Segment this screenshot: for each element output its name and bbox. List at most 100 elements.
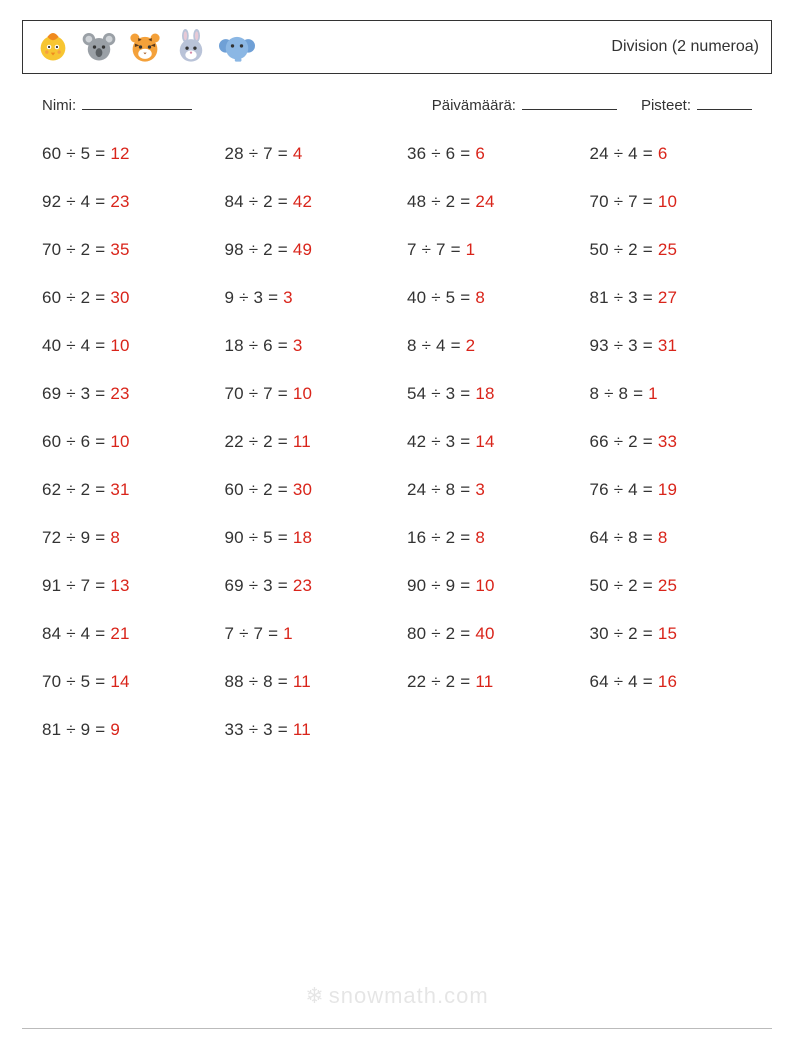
problems-grid: 60 ÷ 5 = 12 28 ÷ 7 = 4 36 ÷ 6 = 6 24 ÷ 4 = … xyxy=(42,144,760,740)
problem-cell: 8 ÷ 8 = 1 xyxy=(590,384,761,404)
answer: 23 xyxy=(110,192,129,211)
date-field: Päivämäärä: xyxy=(432,96,617,114)
problem-cell: 69 ÷ 3 = 23 xyxy=(225,576,396,596)
answer: 1 xyxy=(648,384,658,403)
answer: 11 xyxy=(293,432,311,451)
answer: 12 xyxy=(110,144,129,163)
header-box: Division (2 numeroa) xyxy=(22,20,772,74)
problem-cell: 16 ÷ 2 = 8 xyxy=(407,528,578,548)
problem-cell: 88 ÷ 8 = 11 xyxy=(225,672,396,692)
answer: 24 xyxy=(475,192,494,211)
problem-cell: 24 ÷ 4 = 6 xyxy=(590,144,761,164)
problem-cell: 90 ÷ 9 = 10 xyxy=(407,576,578,596)
answer: 16 xyxy=(658,672,677,691)
answer: 11 xyxy=(293,672,311,691)
answer: 18 xyxy=(475,384,494,403)
answer: 4 xyxy=(293,144,303,163)
problem-cell: 9 ÷ 3 = 3 xyxy=(225,288,396,308)
answer: 3 xyxy=(475,480,485,499)
problem-cell: 70 ÷ 7 = 10 xyxy=(590,192,761,212)
rabbit-icon xyxy=(173,29,209,65)
watermark: ❄snowmath.com xyxy=(0,983,794,1009)
answer: 11 xyxy=(475,672,493,691)
problem-cell: 72 ÷ 9 = 8 xyxy=(42,528,213,548)
answer: 25 xyxy=(658,240,677,259)
problem-cell: 92 ÷ 4 = 23 xyxy=(42,192,213,212)
problem-cell: 70 ÷ 5 = 14 xyxy=(42,672,213,692)
tiger-icon xyxy=(127,29,163,65)
watermark-text: snowmath.com xyxy=(329,983,489,1009)
problem-cell: 60 ÷ 2 = 30 xyxy=(42,288,213,308)
name-blank[interactable] xyxy=(82,96,192,110)
answer: 10 xyxy=(293,384,312,403)
problem-cell: 50 ÷ 2 = 25 xyxy=(590,576,761,596)
problem-cell: 70 ÷ 2 = 35 xyxy=(42,240,213,260)
answer: 15 xyxy=(658,624,677,643)
problem-cell: 28 ÷ 7 = 4 xyxy=(225,144,396,164)
problem-cell: 33 ÷ 3 = 11 xyxy=(225,720,396,740)
problem-cell: 98 ÷ 2 = 49 xyxy=(225,240,396,260)
elephant-icon xyxy=(219,29,255,65)
problem-cell: 84 ÷ 2 = 42 xyxy=(225,192,396,212)
problem-cell: 84 ÷ 4 = 21 xyxy=(42,624,213,644)
problem-cell: 60 ÷ 2 = 30 xyxy=(225,480,396,500)
answer: 9 xyxy=(110,720,120,739)
problem-cell: 60 ÷ 5 = 12 xyxy=(42,144,213,164)
problem-cell: 30 ÷ 2 = 15 xyxy=(590,624,761,644)
problem-cell: 66 ÷ 2 = 33 xyxy=(590,432,761,452)
worksheet-title: Division (2 numeroa) xyxy=(611,38,759,56)
answer: 8 xyxy=(110,528,120,547)
problem-cell: 48 ÷ 2 = 24 xyxy=(407,192,578,212)
answer: 18 xyxy=(293,528,312,547)
problem-cell: 90 ÷ 5 = 18 xyxy=(225,528,396,548)
answer: 8 xyxy=(475,528,485,547)
answer: 8 xyxy=(475,288,485,307)
answer: 19 xyxy=(658,480,677,499)
answer: 31 xyxy=(658,336,677,355)
problem-cell: 42 ÷ 3 = 14 xyxy=(407,432,578,452)
info-row: Nimi: Päivämäärä: Pisteet: xyxy=(42,96,752,114)
name-label: Nimi: xyxy=(42,97,76,114)
problem-cell: 81 ÷ 9 = 9 xyxy=(42,720,213,740)
answer: 33 xyxy=(658,432,677,451)
answer: 1 xyxy=(466,240,476,259)
problem-cell: 93 ÷ 3 = 31 xyxy=(590,336,761,356)
date-blank[interactable] xyxy=(522,96,617,110)
answer: 10 xyxy=(110,336,129,355)
answer: 49 xyxy=(293,240,312,259)
answer: 2 xyxy=(466,336,476,355)
footer-line xyxy=(22,1028,772,1029)
problem-cell: 76 ÷ 4 = 19 xyxy=(590,480,761,500)
score-blank[interactable] xyxy=(697,96,752,110)
answer: 30 xyxy=(293,480,312,499)
problem-cell: 7 ÷ 7 = 1 xyxy=(407,240,578,260)
answer: 6 xyxy=(475,144,485,163)
answer: 10 xyxy=(475,576,494,595)
problem-cell: 22 ÷ 2 = 11 xyxy=(407,672,578,692)
animal-icons-row xyxy=(35,29,255,65)
answer: 31 xyxy=(110,480,129,499)
problem-cell: 40 ÷ 4 = 10 xyxy=(42,336,213,356)
answer: 14 xyxy=(110,672,129,691)
answer: 40 xyxy=(475,624,494,643)
problem-cell: 24 ÷ 8 = 3 xyxy=(407,480,578,500)
problem-cell: 40 ÷ 5 = 8 xyxy=(407,288,578,308)
problem-cell: 62 ÷ 2 = 31 xyxy=(42,480,213,500)
problem-cell: 7 ÷ 7 = 1 xyxy=(225,624,396,644)
answer: 23 xyxy=(293,576,312,595)
problem-cell: 70 ÷ 7 = 10 xyxy=(225,384,396,404)
problem-cell: 22 ÷ 2 = 11 xyxy=(225,432,396,452)
problem-cell: 81 ÷ 3 = 27 xyxy=(590,288,761,308)
answer: 25 xyxy=(658,576,677,595)
problem-cell: 69 ÷ 3 = 23 xyxy=(42,384,213,404)
answer: 10 xyxy=(658,192,677,211)
worksheet-page: Division (2 numeroa) Nimi: Päivämäärä: P… xyxy=(0,0,794,740)
problem-cell: 36 ÷ 6 = 6 xyxy=(407,144,578,164)
problem-cell: 54 ÷ 3 = 18 xyxy=(407,384,578,404)
answer: 1 xyxy=(283,624,293,643)
name-field: Nimi: xyxy=(42,96,192,114)
answer: 30 xyxy=(110,288,129,307)
answer: 10 xyxy=(110,432,129,451)
answer: 11 xyxy=(293,720,311,739)
answer: 3 xyxy=(293,336,303,355)
